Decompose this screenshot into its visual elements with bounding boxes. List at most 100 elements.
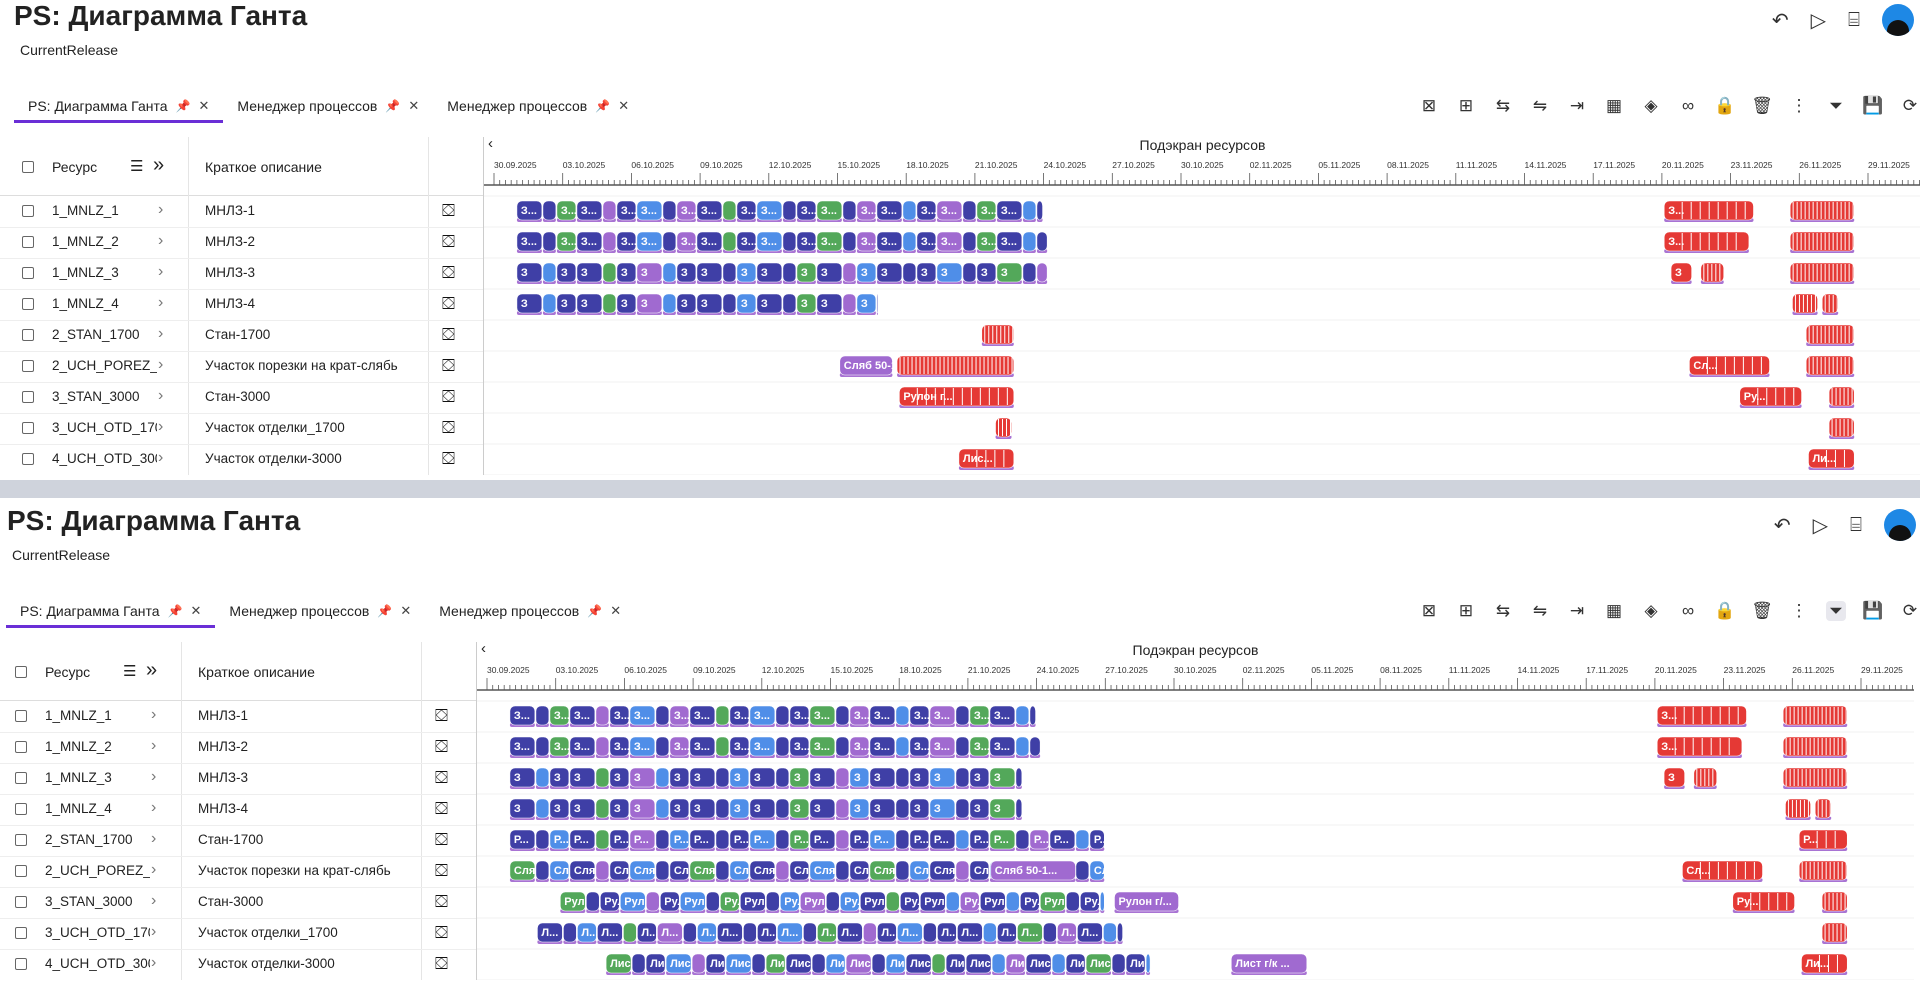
gantt-bar[interactable]: З... <box>1656 705 1747 727</box>
scroll-left-icon[interactable]: ‹ <box>481 640 486 657</box>
select-all-checkbox[interactable] <box>22 161 34 173</box>
gantt-bar[interactable]: З... <box>849 705 870 727</box>
gantt-bar[interactable]: З <box>976 262 997 284</box>
paint-bucket-icon[interactable]: ⛋ <box>442 387 455 406</box>
gantt-bar[interactable]: З... <box>989 705 1016 727</box>
gantt-bar[interactable]: З <box>609 798 630 820</box>
row-checkbox[interactable] <box>22 453 34 465</box>
gantt-bar[interactable] <box>835 860 850 882</box>
gantt-bar[interactable] <box>955 736 970 758</box>
gantt-bar[interactable] <box>782 200 797 222</box>
sort-icon[interactable]: ☰ <box>130 158 144 175</box>
gantt-bar[interactable]: З <box>909 798 930 820</box>
gantt-bar[interactable] <box>602 262 617 284</box>
table-row[interactable]: 3_UCH_OTD_170 › Участок отделки_1700 ⛋ <box>0 413 483 445</box>
gantt-bar[interactable] <box>542 262 557 284</box>
gantt-bar[interactable] <box>842 200 857 222</box>
gantt-bar[interactable]: З <box>549 798 570 820</box>
gantt-bar[interactable] <box>1821 293 1839 315</box>
gantt-bar[interactable] <box>602 231 617 253</box>
row-checkbox[interactable] <box>22 329 34 341</box>
gantt-bar[interactable]: З... <box>689 705 716 727</box>
column-header-resource[interactable]: Ресурс <box>45 664 91 680</box>
gantt-bar[interactable] <box>931 953 946 975</box>
chevron-right-icon[interactable]: › <box>158 449 164 466</box>
gantt-bar[interactable] <box>895 829 910 851</box>
pin-icon[interactable]: 📌 <box>167 604 183 618</box>
chevron-right-icon[interactable]: › <box>158 232 164 249</box>
gantt-bar[interactable]: З... <box>816 231 843 253</box>
table-row[interactable]: 1_MNLZ_4 › МНЛЗ-4 ⛋ <box>0 289 483 321</box>
add-icon[interactable]: ⊞ <box>1458 96 1474 115</box>
gantt-bar[interactable]: З <box>729 798 750 820</box>
gantt-bar[interactable]: Л... <box>597 922 623 944</box>
gantt-bar[interactable] <box>1782 705 1848 727</box>
gantt-bar[interactable] <box>722 200 737 222</box>
avatar[interactable] <box>1884 509 1916 541</box>
gantt-bar[interactable]: Рул... <box>1079 891 1114 913</box>
gantt-bar[interactable] <box>775 705 790 727</box>
gantt-bar[interactable]: З... <box>616 200 637 222</box>
link-box-icon[interactable]: ⇆ <box>1495 601 1511 620</box>
gantt-bar[interactable] <box>1051 953 1066 975</box>
gantt-bar[interactable] <box>715 705 730 727</box>
gantt-bar[interactable] <box>782 293 797 315</box>
row-checkbox[interactable] <box>15 958 27 970</box>
gantt-bar[interactable]: З <box>749 798 776 820</box>
gantt-bar[interactable] <box>955 860 970 882</box>
gantt-bar[interactable] <box>662 262 677 284</box>
gantt-bar[interactable] <box>842 262 857 284</box>
gantt-bar[interactable]: Р... <box>929 829 956 851</box>
gantt-bar[interactable]: Р... <box>629 829 656 851</box>
gantt-bar[interactable] <box>895 705 910 727</box>
gantt-bar[interactable] <box>902 200 917 222</box>
gantt-bar[interactable]: Р... <box>1798 829 1848 851</box>
gantt-bar[interactable]: Ру... <box>1739 386 1802 408</box>
gantt-bar[interactable] <box>585 891 600 913</box>
gantt-bar[interactable] <box>895 767 910 789</box>
gantt-bar[interactable]: З... <box>576 200 603 222</box>
gantt-bar[interactable] <box>782 231 797 253</box>
gantt-bar[interactable] <box>923 922 937 944</box>
gantt-bar[interactable] <box>1805 355 1855 377</box>
gantt-bar[interactable] <box>1015 736 1030 758</box>
gantt-bar[interactable] <box>895 736 910 758</box>
gantt-bar[interactable]: З <box>549 767 570 789</box>
tab-process-manager-1[interactable]: Менеджер процессов 📌 ✕ <box>223 92 433 120</box>
gantt-bar[interactable]: З... <box>569 736 596 758</box>
row-checkbox[interactable] <box>15 772 27 784</box>
chevron-right-icon[interactable]: › <box>151 954 157 971</box>
gantt-bar[interactable] <box>1036 200 1043 222</box>
gantt-bar[interactable]: З... <box>929 705 956 727</box>
table-row[interactable]: 1_MNLZ_3 › МНЛЗ-3 ⛋ <box>0 763 476 795</box>
gantt-bar[interactable] <box>655 736 670 758</box>
gantt-bar[interactable]: З <box>989 798 1016 820</box>
gantt-bar[interactable]: З <box>509 767 536 789</box>
table-row[interactable]: 1_MNLZ_2 › МНЛЗ-2 ⛋ <box>0 732 476 764</box>
play-icon[interactable]: ▷ <box>1810 9 1826 32</box>
undo-icon[interactable]: ↶ <box>1771 9 1789 32</box>
gantt-bar[interactable] <box>1814 798 1832 820</box>
gantt-bar[interactable]: З <box>636 262 663 284</box>
gantt-bar[interactable] <box>1015 767 1023 789</box>
gantt-bar[interactable]: Л... <box>877 922 898 944</box>
gantt-bar[interactable]: З... <box>849 736 870 758</box>
table-row[interactable]: 2_STAN_1700 › Стан-1700 ⛋ <box>0 825 476 857</box>
gantt-bar[interactable]: З... <box>816 200 843 222</box>
lock-icon[interactable]: 🔒 <box>1714 96 1736 115</box>
table-row[interactable]: 3_STAN_3000 › Стан-3000 ⛋ <box>0 887 476 919</box>
gantt-bar[interactable]: Р... <box>809 829 836 851</box>
gantt-bar[interactable] <box>803 922 817 944</box>
gantt-bar[interactable]: З <box>669 767 690 789</box>
pin-icon[interactable]: 📌 <box>587 604 603 618</box>
gantt-bar[interactable]: Р... <box>669 829 690 851</box>
row-checkbox[interactable] <box>22 205 34 217</box>
table-row[interactable]: 1_MNLZ_1 › МНЛЗ-1 ⛋ <box>0 196 483 228</box>
gantt-bar[interactable] <box>743 922 757 944</box>
gantt-bar[interactable] <box>1015 798 1023 820</box>
select-all-checkbox[interactable] <box>15 666 27 678</box>
gantt-bar[interactable]: Р... <box>749 829 776 851</box>
close-icon[interactable]: ✕ <box>400 603 412 618</box>
gantt-bar[interactable]: З <box>929 767 956 789</box>
gantt-bar[interactable]: З <box>576 262 603 284</box>
